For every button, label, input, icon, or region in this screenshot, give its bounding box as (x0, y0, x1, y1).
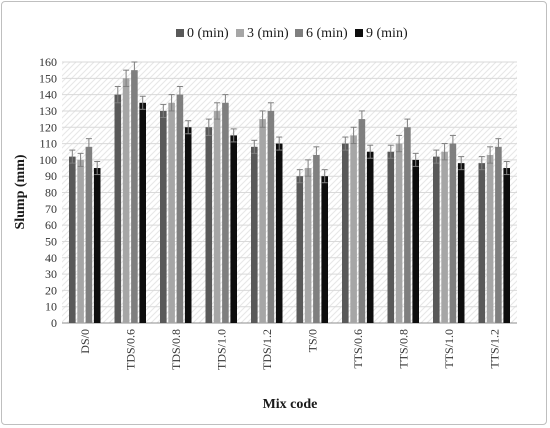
bar (230, 135, 237, 323)
y-axis-title: Slump (mm) (13, 154, 28, 229)
legend-label: 6 (min) (306, 26, 348, 41)
legend-swatch (295, 29, 303, 37)
bar (205, 127, 213, 323)
y-tick-label: 90 (45, 169, 57, 183)
bar (350, 135, 357, 323)
legend-swatch (176, 29, 184, 37)
bar (85, 146, 93, 323)
legend-label: 9 (min) (366, 26, 408, 41)
y-tick-label: 80 (45, 186, 57, 200)
x-axis-ticks: DS/0 TDS/0.6 TDS/0.8 TDS/1.0 TDS/1.2 TS/0 TTS/… (78, 329, 502, 370)
bar (251, 146, 258, 323)
y-tick-label: 40 (45, 251, 57, 265)
legend-label: 3 (min) (247, 26, 289, 41)
y-tick-label: 30 (45, 267, 57, 281)
bar (139, 102, 146, 323)
x-tick-label: TTS/1.0 (442, 329, 456, 369)
legend-swatch (355, 29, 363, 37)
y-tick-label: 100 (39, 153, 57, 167)
bar (222, 102, 229, 323)
bar (275, 143, 283, 323)
x-tick-label: TTS/0.8 (396, 329, 410, 369)
bar (342, 143, 349, 323)
x-tick-label: TDS/0.6 (123, 329, 137, 370)
bars (69, 61, 510, 323)
bar (321, 176, 328, 323)
bar (304, 168, 312, 323)
bar (503, 168, 510, 323)
bar (449, 143, 457, 323)
bar (395, 143, 403, 323)
y-tick-label: 20 (45, 283, 57, 297)
bar (122, 78, 130, 323)
bar (486, 154, 494, 323)
x-tick-label: DS/0 (78, 329, 92, 354)
y-tick-label: 130 (39, 104, 57, 118)
y-tick-label: 140 (39, 88, 57, 102)
y-tick-label: 120 (39, 120, 57, 134)
bar (478, 163, 486, 323)
x-tick-label: TTS/0.6 (351, 329, 365, 369)
bar (160, 110, 167, 323)
bar (259, 119, 266, 323)
bar (433, 156, 440, 323)
y-tick-label: 60 (45, 218, 57, 232)
y-tick-label: 50 (45, 234, 57, 248)
y-tick-label: 10 (45, 300, 57, 314)
bar (184, 127, 192, 323)
bar (69, 156, 76, 323)
y-axis-ticks: 0 10 20 30 40 50 60 70 80 90 100 110 120 130 140 150 160 (39, 55, 57, 330)
legend: 0 (min) 3 (min) 6 (min) 9 (min) (176, 26, 408, 41)
bar (457, 163, 465, 323)
bar (77, 159, 84, 323)
bar (267, 110, 275, 323)
bar (412, 159, 419, 323)
bar (358, 119, 366, 323)
bar (495, 146, 502, 323)
x-tick-label: TDS/0.8 (169, 329, 183, 370)
bar (313, 154, 320, 323)
bar (131, 70, 138, 323)
bar (441, 151, 448, 323)
x-tick-label: TTS/1.2 (487, 329, 501, 369)
y-tick-label: 150 (39, 71, 57, 85)
bar (296, 176, 304, 323)
bar (168, 102, 175, 323)
y-tick-label: 160 (39, 55, 57, 69)
x-tick-label: TS/0 (305, 329, 319, 352)
bar (213, 110, 221, 323)
bar (176, 94, 184, 323)
x-axis-title: Mix code (263, 397, 318, 412)
bar (404, 127, 411, 323)
gridlines (62, 61, 517, 324)
bar (114, 94, 122, 323)
legend-label: 0 (min) (187, 26, 229, 41)
x-tick-label: TDS/1.0 (214, 329, 228, 370)
bar (366, 151, 374, 323)
y-tick-label: 70 (45, 202, 57, 216)
x-tick-label: TDS/1.2 (260, 329, 274, 370)
y-tick-label: 110 (39, 137, 57, 151)
bar (387, 151, 395, 323)
bar (93, 168, 101, 323)
legend-swatch (236, 29, 244, 37)
y-tick-label: 0 (51, 316, 57, 330)
